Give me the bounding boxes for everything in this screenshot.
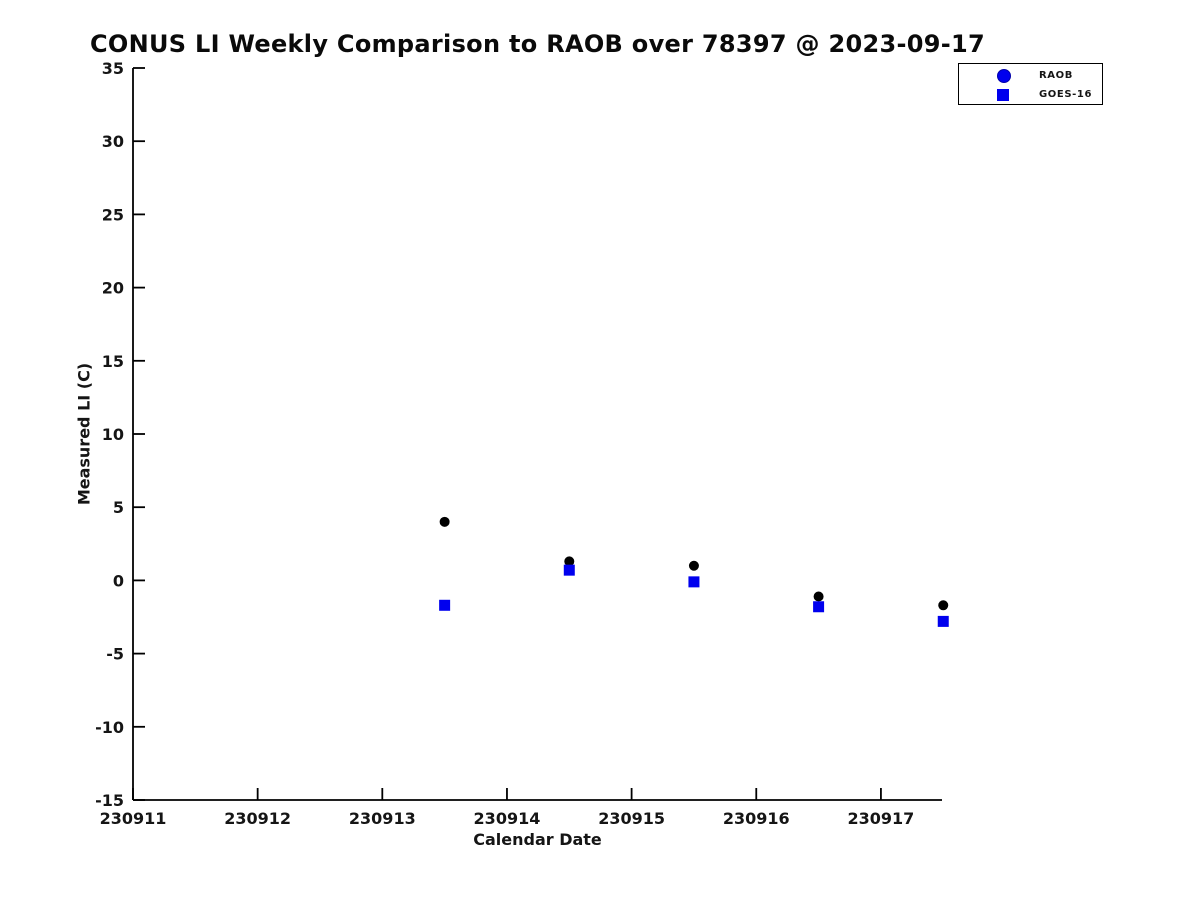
legend-label-raob: RAOB xyxy=(1039,70,1073,81)
data-point-goes-16 xyxy=(937,615,949,627)
x-tick-label: 230914 xyxy=(474,809,541,828)
data-point-goes-16 xyxy=(813,601,825,613)
x-tick-label: 230917 xyxy=(848,809,915,828)
y-tick-label: 5 xyxy=(113,498,124,517)
data-point-raob xyxy=(564,556,575,567)
y-tick-label: -10 xyxy=(95,718,124,737)
chart-title: CONUS LI Weekly Comparison to RAOB over … xyxy=(89,30,986,58)
legend-entry-goes16: GOES-16 xyxy=(959,87,1102,103)
data-point-raob xyxy=(688,560,699,571)
x-tick-label: 230916 xyxy=(723,809,790,828)
x-tick-label: 230913 xyxy=(349,809,416,828)
x-tick-label: 230915 xyxy=(598,809,665,828)
y-tick-label: 10 xyxy=(102,425,124,444)
data-point-raob xyxy=(439,516,450,527)
y-tick-label: 25 xyxy=(102,205,124,224)
data-point-raob xyxy=(938,600,949,611)
x-tick-label: 230912 xyxy=(224,809,291,828)
x-tick-label: 230911 xyxy=(100,809,167,828)
y-tick-label: 0 xyxy=(113,571,124,590)
legend-entry-raob: RAOB xyxy=(959,68,1102,84)
y-tick-label: 20 xyxy=(102,279,124,298)
y-tick-label: 30 xyxy=(102,132,124,151)
goes16-square-marker-icon xyxy=(997,89,1009,101)
y-tick-label: -15 xyxy=(95,791,124,810)
data-point-goes-16 xyxy=(688,576,700,588)
y-tick-label: -5 xyxy=(106,645,124,664)
data-point-raob xyxy=(813,591,824,602)
legend-label-goes16: GOES-16 xyxy=(1039,89,1093,100)
data-point-goes-16 xyxy=(563,564,575,576)
x-axis-label: Calendar Date xyxy=(473,830,602,849)
y-axis-label: Measured LI (C) xyxy=(74,362,94,506)
raob-circle-marker-icon xyxy=(997,69,1011,83)
y-tick-label: 15 xyxy=(102,352,124,371)
data-point-goes-16 xyxy=(439,599,451,611)
y-tick-label: 35 xyxy=(102,59,124,78)
legend: RAOB GOES-16 xyxy=(958,63,1103,105)
